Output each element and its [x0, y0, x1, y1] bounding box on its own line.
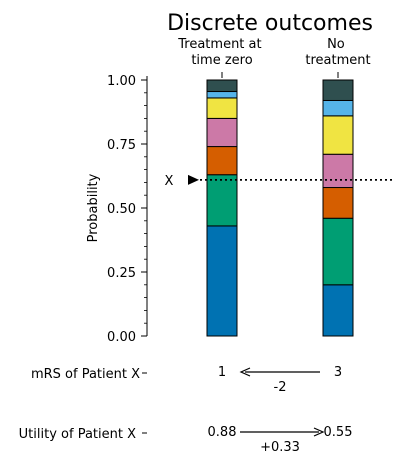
- bar-0-segment-4: [206, 97, 238, 119]
- bar-0-segment-0: [206, 225, 238, 337]
- utility-delta: +0.33: [260, 440, 300, 455]
- category-labels: Treatment at time zero No treatment: [177, 37, 371, 78]
- y-tick-label-3: 0.75: [107, 138, 136, 153]
- category-label-treatment: Treatment at time zero: [177, 37, 266, 68]
- mrs-arrow-head-icon: [239, 367, 251, 377]
- utility-right-value: 0.55: [324, 425, 353, 440]
- y-tick-label-4: 1.00: [107, 74, 136, 89]
- y-axis-label: Probability: [86, 173, 101, 242]
- utility-row-label: Utility of Patient X: [19, 427, 136, 442]
- bar-1-segment-4: [322, 115, 354, 155]
- mrs-row: mRS of Patient X 1 3 -2: [31, 365, 342, 395]
- chart-title: Discrete outcomes: [167, 11, 373, 36]
- bar-0-segment-6: [206, 79, 238, 93]
- bar-1-segment-2: [322, 187, 354, 219]
- category-label-no-treatment-line1: No: [327, 37, 345, 52]
- mrs-left-value: 1: [218, 365, 226, 380]
- bar-1-segment-3: [322, 153, 354, 189]
- mrs-delta: -2: [274, 380, 287, 395]
- y-tick-label-1: 0.25: [107, 266, 136, 281]
- y-axis-ticks: 0.00 0.25 0.50 0.75 1.00: [107, 74, 147, 345]
- bar-1-segment-0: [322, 284, 354, 337]
- utility-left-value: 0.88: [208, 425, 237, 440]
- category-label-treatment-line2: time zero: [191, 53, 252, 68]
- bar-1-segment-5: [322, 99, 354, 117]
- utility-arrow-head-icon: [313, 427, 325, 437]
- patient-x-label: X: [165, 174, 174, 189]
- bar-0-segment-1: [206, 174, 238, 227]
- bar-0-segment-3: [206, 117, 238, 148]
- y-tick-label-2: 0.50: [107, 202, 136, 217]
- utility-row: Utility of Patient X 0.88 0.55 +0.33: [19, 425, 353, 455]
- stacked-bars: [206, 79, 354, 337]
- category-label-treatment-line1: Treatment at: [177, 37, 261, 52]
- bar-1-segment-1: [322, 217, 354, 286]
- bar-0-segment-2: [206, 146, 238, 176]
- category-label-no-treatment-line2: treatment: [305, 53, 370, 68]
- mrs-right-value: 3: [334, 365, 342, 380]
- category-label-no-treatment: No treatment: [305, 37, 370, 68]
- bar-1-segment-6: [322, 79, 354, 101]
- mrs-row-label: mRS of Patient X: [31, 367, 140, 382]
- patient-x-marker-icon: [188, 174, 199, 185]
- y-tick-label-0: 0.00: [107, 330, 136, 345]
- bar-0-segment-5: [206, 91, 238, 99]
